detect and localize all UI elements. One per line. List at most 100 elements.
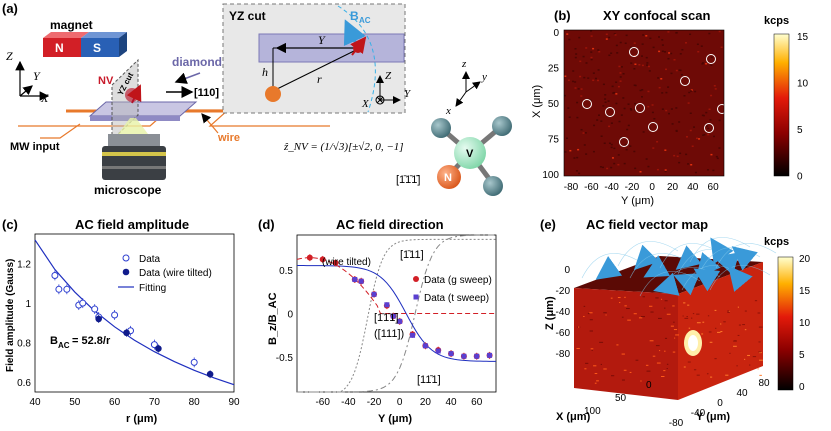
box-texture-pixel: [720, 331, 723, 333]
noise-pixel: [574, 56, 577, 59]
panel-d-xtick: 40: [446, 397, 458, 408]
noise-pixel: [590, 30, 593, 32]
noise-pixel: [585, 62, 588, 64]
noise-pixel: [698, 138, 701, 140]
box-texture-pixel: [749, 364, 751, 366]
noise-pixel: [693, 126, 696, 128]
diamond-label: diamond: [172, 55, 222, 69]
noise-pixel: [678, 69, 681, 71]
panel-b-cbar-label: kcps: [764, 15, 789, 27]
noise-pixel: [670, 72, 673, 75]
noise-pixel: [564, 94, 567, 97]
noise-pixel: [598, 114, 601, 116]
magnet-label: magnet: [50, 18, 93, 32]
noise-pixel: [608, 36, 611, 39]
box-texture-pixel: [686, 316, 688, 318]
field-vector-arrow: [653, 272, 680, 296]
noise-pixel: [610, 52, 613, 54]
box-texture-pixel: [727, 311, 730, 313]
noise-pixel: [569, 149, 572, 152]
panel-d-t-point: [352, 276, 358, 282]
noise-pixel: [708, 108, 711, 110]
noise-pixel: [633, 42, 636, 44]
noise-pixel: [624, 42, 627, 45]
noise-pixel: [604, 98, 607, 100]
noise-pixel: [663, 51, 666, 53]
yz-axis-z-label: Z: [385, 70, 392, 82]
nitrogen-atom: [437, 165, 461, 189]
panel-e-cbar-tick: 0: [799, 382, 805, 393]
box-texture-pixel: [729, 352, 731, 354]
noise-pixel: [584, 132, 587, 134]
noise-pixel: [685, 136, 688, 138]
dir-110: [110]: [194, 87, 219, 99]
panel-e-cbar-label: kcps: [764, 236, 789, 248]
noise-pixel: [620, 114, 623, 116]
noise-pixel: [708, 32, 711, 35]
noise-pixel: [630, 109, 633, 111]
nitrogen-label: N: [444, 172, 452, 184]
noise-pixel: [667, 86, 670, 88]
noise-pixel: [639, 89, 642, 92]
box-texture-pixel: [649, 305, 653, 307]
panel-c: (c) AC field amplitude 40 50 60 70 80 90 0.6 0.…: [2, 217, 240, 425]
box-texture-pixel: [744, 310, 747, 312]
panel-e-label: (e): [540, 217, 556, 232]
ref-curve-11bar1: [297, 234, 497, 393]
lab-x: X: [40, 91, 49, 105]
noise-pixel: [667, 112, 670, 115]
noise-pixel: [619, 80, 622, 82]
panel-e-xtick: 0: [646, 380, 652, 391]
noise-pixel: [690, 90, 693, 92]
noise-pixel: [576, 101, 579, 104]
diamond-top: [88, 101, 198, 117]
noise-pixel: [648, 70, 651, 72]
confocal-frame: [563, 29, 725, 177]
panel-c-tilted-point: [95, 315, 102, 323]
panel-d-t-point: [461, 353, 467, 359]
noise-pixel: [660, 78, 663, 80]
noise-pixel: [572, 70, 575, 72]
noise-pixel: [625, 34, 628, 37]
lab-z: Z: [6, 49, 13, 63]
panel-b-ytick: 0: [553, 28, 559, 39]
panel-b-xtick: 40: [687, 182, 699, 193]
panel-c-data-point: [190, 358, 198, 366]
panel-e-ytick: -80: [669, 418, 684, 429]
nv-spin-arrow: [126, 84, 142, 104]
box-texture-pixel: [600, 363, 603, 365]
panel-d-plot: -60 -40 -20 0 20 40 60 -0.5 0 0.5 Data (g sweep) Da…: [276, 234, 497, 408]
wire-cross-section: [265, 86, 281, 102]
noise-pixel: [702, 134, 705, 136]
panel-d-dir-a: [1̄11]: [400, 249, 424, 261]
box-texture-pixel: [725, 374, 729, 376]
box-texture-pixel: [624, 296, 626, 298]
box-texture-pixel: [736, 365, 738, 367]
panel-e-xtick: 100: [584, 406, 601, 417]
noise-pixel: [661, 50, 664, 53]
noise-pixel: [670, 108, 673, 110]
lab-axis-y: [19, 85, 33, 97]
box-texture-pixel: [589, 319, 593, 321]
box-texture-pixel: [696, 313, 700, 315]
box-texture-pixel: [754, 300, 758, 302]
noise-pixel: [600, 135, 603, 137]
noise-pixel: [627, 124, 630, 127]
panel-b-cbar-tick: 15: [797, 32, 809, 43]
noise-pixel: [604, 101, 607, 104]
noise-pixel: [694, 171, 697, 174]
panel-b-xticks: -80 -60 -40 -20 0 20 40 60: [564, 182, 719, 193]
noise-pixel: [630, 46, 633, 49]
panel-d-xtick: -20: [367, 397, 382, 408]
noise-pixel: [602, 105, 605, 107]
noise-pixel: [598, 50, 601, 53]
panel-e-ytick: 80: [758, 378, 770, 389]
noise-pixel: [633, 68, 636, 70]
panel-d: (d) AC field direction -60 -40 -20 0 20 40 60-…: [258, 217, 497, 425]
noise-pixel: [577, 148, 580, 151]
noise-pixel: [619, 41, 622, 44]
field-vector-arrow: [693, 268, 721, 292]
lab-y: Y: [33, 69, 41, 83]
noise-pixel: [594, 77, 597, 80]
panel-b-label: (b): [554, 8, 571, 23]
